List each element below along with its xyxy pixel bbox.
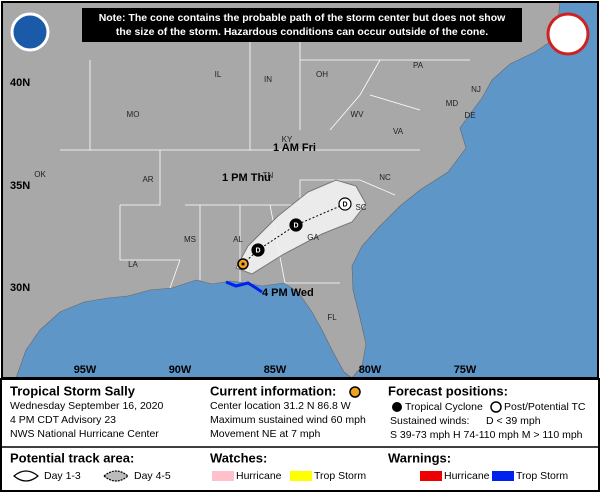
storm-advisory: 4 PM CDT Advisory 23 <box>10 414 116 426</box>
post-tc-label: Post/Potential TC <box>504 401 586 413</box>
warnings-title: Warnings: <box>388 450 451 465</box>
note-line: the size of the storm. Hazardous conditi… <box>116 26 488 38</box>
winds-d: D < 39 mph <box>486 415 541 427</box>
lon-label: 95W <box>74 364 97 376</box>
hurricane-warning-label: Hurricane <box>444 470 490 482</box>
current-movement: Movement NE at 7 mph <box>210 428 320 440</box>
state-label: AL <box>233 235 243 244</box>
lat-label: 30N <box>10 282 30 294</box>
lon-label: 85W <box>264 364 287 376</box>
hurricane-watch-swatch <box>212 471 234 481</box>
state-label: GA <box>307 233 319 242</box>
hurricane-watch-label: Hurricane <box>236 470 282 482</box>
hurricane-warning-swatch <box>420 471 442 481</box>
state-label: KY <box>282 135 293 144</box>
state-label: TN <box>263 171 274 180</box>
lon-label: 90W <box>169 364 192 376</box>
ts-warning-swatch <box>492 471 514 481</box>
state-label: MS <box>184 235 196 244</box>
day45-swatch <box>103 470 129 482</box>
winds-scale: S 39-73 mph H 74-110 mph M > 110 mph <box>390 429 583 441</box>
ts-watch-label: Trop Storm <box>314 470 366 482</box>
lat-label: 40N <box>10 77 30 89</box>
state-label: MO <box>127 110 140 119</box>
track-label: 4 PM Wed <box>262 287 314 299</box>
state-label: SC <box>355 203 366 212</box>
noaa-logo <box>10 12 50 52</box>
legend: Tropical Storm Sally Wednesday September… <box>0 378 600 492</box>
forecast-marker-label: D <box>293 222 298 229</box>
winds-label: Sustained winds: <box>390 415 469 427</box>
tc-icon <box>392 402 402 412</box>
lon-label: 75W <box>454 364 477 376</box>
current-location: Center location 31.2 N 86.8 W <box>210 400 351 412</box>
state-label: IN <box>264 75 272 84</box>
trop-storm-warning <box>225 280 263 294</box>
post-tc-icon <box>490 401 502 413</box>
state-label: AR <box>142 175 153 184</box>
track-label: 1 AM Fri <box>273 142 316 154</box>
storm-office: NWS National Hurricane Center <box>10 428 159 440</box>
lat-label: 35N <box>10 180 30 192</box>
lon-label: 80W <box>359 364 382 376</box>
legend-frame <box>0 378 600 492</box>
land <box>1 1 561 379</box>
forecast-marker-label: D <box>255 247 260 254</box>
forecast-point <box>251 243 265 257</box>
state-label: OH <box>316 70 328 79</box>
nws-logo <box>546 12 590 56</box>
current-icon <box>349 386 361 398</box>
storm-name: Tropical Storm Sally <box>10 383 136 398</box>
note-box <box>82 8 522 42</box>
state-borders <box>60 40 470 289</box>
storm-date: Wednesday September 16, 2020 <box>10 400 163 412</box>
track-label: 1 PM Thu <box>222 172 271 184</box>
note-line: Note: The cone contains the probable pat… <box>99 12 506 24</box>
forecast-title: Forecast positions: <box>388 383 508 398</box>
state-label: IL <box>215 70 222 79</box>
ts-warning-label: Trop Storm <box>516 470 568 482</box>
state-label: WV <box>351 110 365 119</box>
day13-swatch <box>13 470 39 482</box>
tc-label: Tropical Cyclone <box>405 401 483 413</box>
day45-label: Day 4-5 <box>134 470 171 482</box>
state-label: LA <box>128 260 138 269</box>
track-area-title: Potential track area: <box>10 450 134 465</box>
state-label: PA <box>413 61 424 70</box>
state-label: NC <box>379 173 391 182</box>
current-title: Current information: <box>210 383 336 398</box>
state-label: FL <box>327 313 337 322</box>
forecast-track <box>242 203 346 265</box>
current-wind: Maximum sustained wind 60 mph <box>210 414 366 426</box>
watches-title: Watches: <box>210 450 267 465</box>
state-label: MD <box>446 99 459 108</box>
forecast-point <box>289 218 303 232</box>
map: Note: The cone contains the probable pat… <box>1 1 599 379</box>
state-label: DE <box>464 111 475 120</box>
forecast-marker-label: D <box>342 201 347 208</box>
state-label: VA <box>393 127 404 136</box>
current-position-dot <box>241 262 245 266</box>
map-labels: PA NJ MD DE OH IN IL MO WV VA KY TN NC SC GA AL MS LA AR OK… <box>10 61 481 376</box>
day13-label: Day 1-3 <box>44 470 81 482</box>
state-label: OK <box>34 170 46 179</box>
forecast-point <box>338 197 352 211</box>
state-label: NJ <box>471 85 481 94</box>
ts-watch-swatch <box>290 471 312 481</box>
